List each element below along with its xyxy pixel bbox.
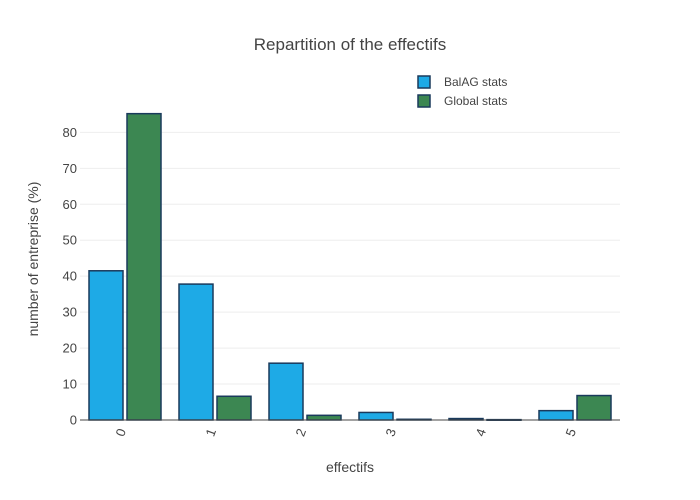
y-axis-ticks: 0 10 20 30 40 50 60 70 80 — [63, 125, 77, 428]
y-tick-label: 80 — [63, 125, 77, 140]
bar-global-1[interactable] — [216, 395, 252, 421]
y-axis-title: number of entreprise (%) — [25, 182, 41, 337]
x-tick-label: 5 — [562, 426, 579, 438]
bar-global-2[interactable] — [306, 414, 342, 421]
bar-balag-0[interactable] — [88, 270, 124, 421]
bar-balag-3[interactable] — [358, 411, 394, 421]
y-tick-label: 0 — [70, 413, 77, 428]
gridlines — [80, 131, 620, 385]
x-tick-label: 4 — [472, 426, 489, 438]
x-axis-ticks: 0 1 2 3 4 5 — [112, 426, 579, 438]
bar-global-5[interactable] — [576, 394, 612, 421]
y-tick-label: 60 — [63, 197, 77, 212]
y-tick-label: 40 — [63, 269, 77, 284]
legend-label[interactable]: BalAG stats — [444, 75, 507, 89]
legend-swatch — [417, 94, 431, 108]
bar-balag-2[interactable] — [268, 362, 304, 421]
y-tick-label: 10 — [63, 377, 77, 392]
x-tick-label: 1 — [202, 426, 219, 438]
x-axis-title: effectifs — [326, 459, 374, 475]
bars — [88, 112, 612, 421]
x-tick-label: 0 — [112, 426, 129, 438]
bar-balag-1[interactable] — [178, 283, 214, 421]
chart-title: Repartition of the effectifs — [254, 35, 446, 54]
bar-balag-5[interactable] — [538, 409, 574, 421]
y-tick-label: 50 — [63, 233, 77, 248]
legend: BalAG stats Global stats — [417, 75, 507, 108]
y-tick-label: 30 — [63, 305, 77, 320]
x-tick-label: 3 — [382, 426, 399, 438]
x-tick-label: 2 — [292, 426, 309, 438]
bar-global-0[interactable] — [126, 112, 162, 421]
legend-swatch — [417, 75, 431, 89]
legend-label[interactable]: Global stats — [444, 94, 507, 108]
y-tick-label: 70 — [63, 161, 77, 176]
y-tick-label: 20 — [63, 341, 77, 356]
